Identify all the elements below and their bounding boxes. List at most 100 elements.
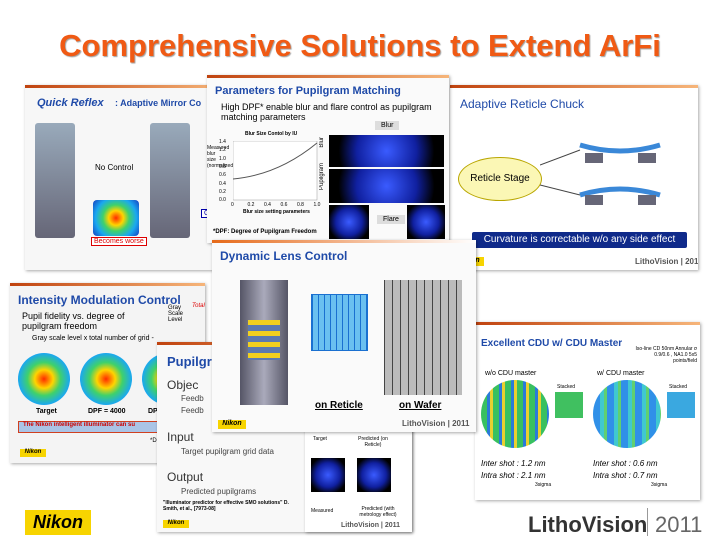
- logo: Nikon: [218, 420, 246, 429]
- pupil-map: [80, 353, 132, 405]
- tick-label: 0.8: [297, 202, 304, 208]
- footnote: *DPF: Degree of Pupilgram Freedom: [213, 229, 317, 235]
- tick-label: 1.0: [219, 155, 226, 162]
- conditions: Iso-line CD 50nm Annular σ 0.9/0.6 , NA1…: [635, 346, 697, 364]
- stage-ellipse: Reticle Stage: [458, 157, 542, 201]
- tick-label: 0.8: [219, 163, 226, 170]
- pupilgram: [311, 458, 345, 492]
- reticle-chuck-panel: Adaptive Reticle Chuck Reticle Stage Cur…: [450, 85, 698, 270]
- tick-label: 0.6: [219, 172, 226, 179]
- pupilgram: [407, 205, 445, 239]
- dynamic-lens-panel: Dynamic Lens Control on Reticle on Wafer…: [212, 240, 476, 432]
- optics-diagram: [150, 123, 190, 238]
- sub-bullet: Feedb: [181, 406, 204, 415]
- reference: "Illuminator predictor for effective SMO…: [163, 500, 289, 512]
- footer-year: 2011: [655, 512, 703, 537]
- tick-label: 0.4: [219, 180, 226, 187]
- pupil-map: [18, 353, 70, 405]
- label: Blur: [375, 121, 400, 130]
- label: Stacked: [669, 384, 688, 390]
- bullet: Pupil fidelity vs. degree of pupilgram f…: [22, 311, 125, 331]
- stat: Inter shot : 0.6 nm: [593, 459, 658, 468]
- cd-map: [481, 380, 549, 448]
- label: Blur: [319, 137, 325, 148]
- label: on Wafer: [399, 400, 442, 411]
- caption: DPF = 4000: [88, 408, 126, 415]
- tick-label: 1.2: [219, 147, 226, 154]
- bullet: Output: [167, 470, 204, 484]
- label: w/o CDU master: [485, 370, 537, 377]
- panel-title: Intensity Modulation Control: [18, 293, 181, 307]
- chart-title: Blur Size Contol by IU: [245, 131, 298, 137]
- bullet: Input: [167, 430, 194, 444]
- stat: Intra shot : 0.7 nm: [593, 471, 658, 480]
- label: 3sigma: [535, 482, 552, 488]
- label: Stacked: [557, 384, 576, 390]
- tick-label: 0: [231, 202, 234, 208]
- label: on Reticle: [315, 400, 363, 411]
- panel-title: Excellent CDU w/ CDU Master: [481, 338, 623, 349]
- panel-title: Quick Reflex: [37, 97, 104, 109]
- chuck-diagram: [540, 142, 661, 205]
- pupilgram-row: [329, 135, 444, 167]
- tick-label: 0.2: [219, 188, 226, 195]
- grid-wafer: [384, 280, 462, 395]
- caption: Measured: [311, 508, 334, 514]
- stat: Intra shot : 2.1 nm: [481, 471, 546, 480]
- label: 3sigma: [651, 482, 668, 488]
- pupilgram-panel: Parameters for Pupilgram Matching High D…: [207, 75, 449, 243]
- cd-map: [593, 380, 661, 448]
- panel-title: Parameters for Pupilgram Matching: [215, 85, 401, 97]
- axis-label: Measured blur size (normalized): [207, 145, 235, 169]
- stat: Inter shot : 1.2 nm: [481, 459, 546, 468]
- label: Total: [192, 303, 205, 309]
- logo: Nikon: [20, 449, 46, 457]
- label: w/ CDU master: [597, 370, 645, 377]
- sub-bullet: Gray scale level x total number of grid …: [32, 335, 154, 342]
- brand: LithoVision | 2011: [341, 522, 401, 529]
- logo: Nikon: [163, 520, 189, 528]
- caption: Target: [313, 436, 327, 442]
- sub-bullet: Feedb: [181, 394, 204, 403]
- sub-bullet: Predicted pupilgrams: [181, 487, 257, 496]
- grid-reticle: [311, 294, 368, 351]
- panel-title: Adaptive Reticle Chuck: [460, 97, 585, 111]
- tick-label: 0.4: [264, 202, 271, 208]
- label: Pupilgram: [319, 163, 325, 191]
- prediction-panel: Target Predicted (on Reticle) Measured P…: [305, 428, 412, 532]
- tick-label: 0.6: [280, 202, 288, 208]
- panel-subtitle: : Adaptive Mirror Co: [115, 98, 202, 108]
- brand: LithoVision | 2011: [402, 419, 470, 428]
- slide-title: Comprehensive Solutions to Extend ArFi: [59, 28, 661, 63]
- caption: Predicted (on Reticle): [358, 436, 388, 448]
- label: Gray Scale Level: [168, 305, 184, 323]
- banner: Curvature is correctable w/o any side ef…: [472, 232, 687, 248]
- quick-reflex-panel: Quick Reflex : Adaptive Mirror Co No Con…: [25, 85, 225, 270]
- footer-brand: LithoVision: [528, 512, 648, 537]
- bullet: High DPF* enable blur and flare control …: [221, 102, 432, 122]
- tick-label: 0.2: [247, 202, 255, 208]
- bullet: Objec: [167, 378, 199, 392]
- cdu-panel: Excellent CDU w/ CDU Master Iso-line CD …: [475, 322, 700, 500]
- brand: LithoVision | 2011: [635, 257, 698, 266]
- optics-diagram: [35, 123, 75, 238]
- panel-title: Dynamic Lens Control: [220, 249, 348, 263]
- label: Flare: [377, 215, 405, 224]
- panel-title: Pupilgr: [167, 354, 212, 369]
- curve-plot: [233, 141, 318, 201]
- divider: [647, 508, 648, 536]
- stacked-map: [667, 392, 695, 418]
- tick-label: 1.4: [219, 139, 226, 145]
- tick-label: 0.0: [219, 197, 226, 204]
- pupilgram: [329, 205, 369, 239]
- axis-label: Blur size setting parameters: [243, 209, 310, 215]
- tick-label: 1.0: [313, 202, 321, 208]
- caption: Target: [36, 408, 57, 415]
- label: No Control: [95, 163, 134, 172]
- footer-logo: Nikon: [25, 510, 91, 535]
- stacked-map: [555, 392, 583, 418]
- caption: Predicted (with metrology effect): [359, 506, 397, 518]
- pupilgram: [357, 458, 391, 492]
- lens-elements: [248, 320, 280, 360]
